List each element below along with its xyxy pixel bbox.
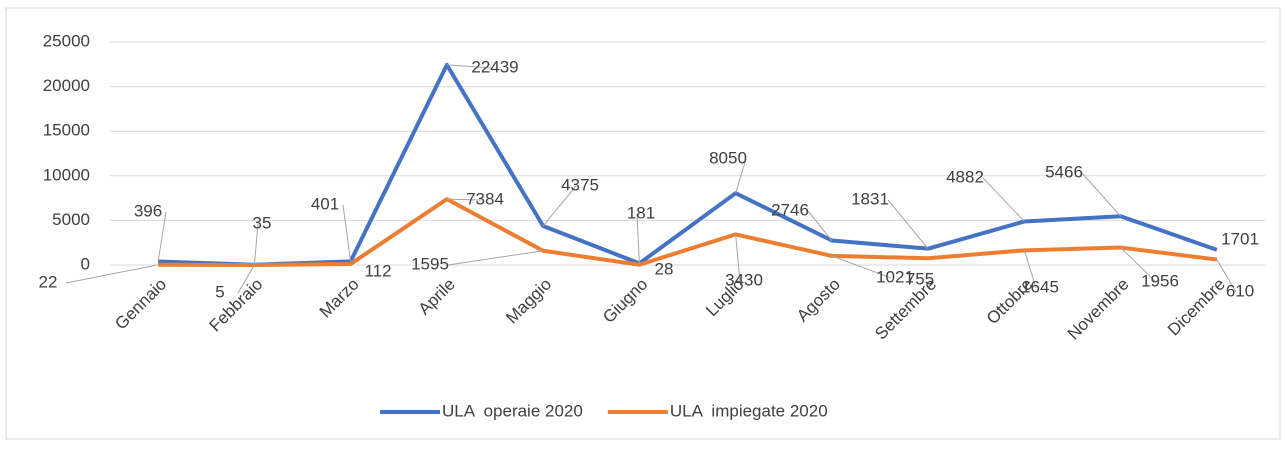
data-label: 1956 [1141,271,1179,290]
y-tick-label: 15000 [43,121,90,140]
data-label: 610 [1226,281,1254,300]
data-label: 4375 [561,175,599,194]
leader-line [982,177,1025,222]
leader-line [447,250,544,266]
leader-line [1023,250,1037,289]
leader-line [542,185,577,227]
leader-line [636,213,640,264]
leader-line [1120,247,1157,283]
y-tick-label: 5000 [52,210,90,229]
line-series [158,62,1218,267]
leader-line [65,264,159,284]
y-tick-label: 20000 [43,76,90,95]
data-label: 755 [906,269,934,288]
leader-line [446,198,482,201]
leader-line [831,255,892,279]
data-label: 2746 [771,200,809,219]
data-label: 4882 [946,167,984,186]
data-label: 5466 [1045,162,1083,181]
legend-label: ULA impiegate 2020 [670,401,828,420]
data-label: 1595 [411,254,449,273]
data-label: 401 [311,194,339,213]
leader-line [735,158,747,194]
data-label: 1645 [1021,277,1059,296]
data-label: 22439 [471,57,518,76]
legend-label: ULA operaie 2020 [442,401,583,420]
data-label: 22 [39,272,58,291]
data-label: 28 [655,259,674,278]
data-label: 112 [364,261,391,280]
leader-line [1081,172,1121,217]
data-label: 396 [134,201,162,220]
leader-line [807,210,833,241]
leader-line [342,204,352,262]
data-label: 3430 [725,270,763,289]
chart-frame [5,7,1281,440]
leader-line [446,64,492,69]
data-label: 5 [215,282,224,301]
y-tick-label: 25000 [43,31,90,50]
data-label: 181 [627,203,655,222]
data-label: 1701 [1221,229,1259,248]
leader-line [1216,259,1237,293]
leader-line [253,223,259,265]
leader-line [237,264,255,294]
leader-line [157,211,167,262]
leader-line [887,199,929,249]
data-label: 8050 [709,148,747,167]
data-label: 7384 [466,189,504,208]
y-tick-label: 0 [81,254,90,273]
data-label: 1021 [876,267,914,286]
y-tick-label: 10000 [43,165,90,184]
data-label: 1831 [851,189,889,208]
leader-line [735,234,741,282]
line-series [158,197,1218,267]
data-label: 35 [253,213,272,232]
